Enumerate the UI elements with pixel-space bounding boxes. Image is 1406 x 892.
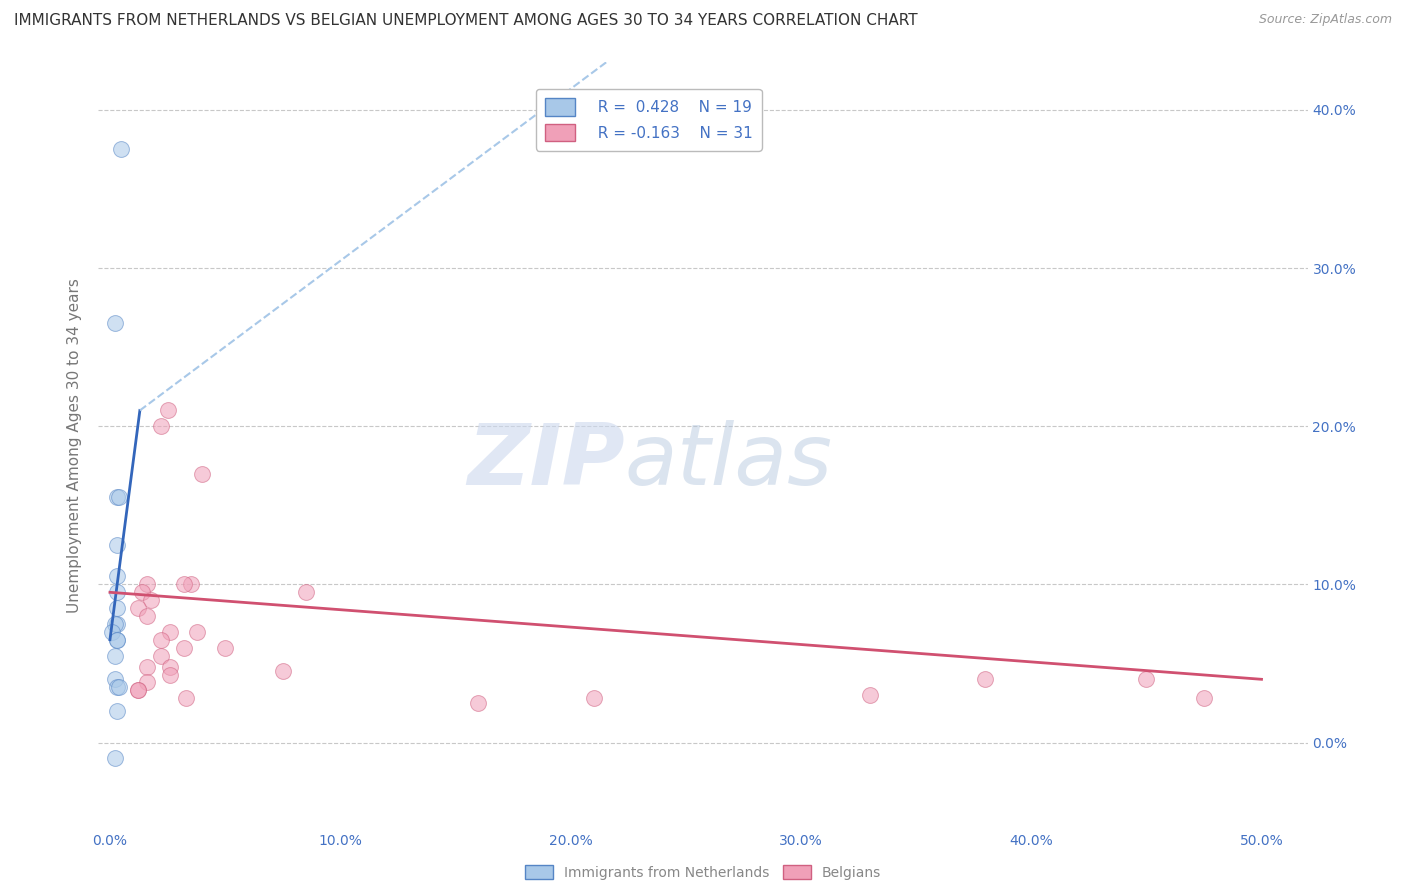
- Text: IMMIGRANTS FROM NETHERLANDS VS BELGIAN UNEMPLOYMENT AMONG AGES 30 TO 34 YEARS CO: IMMIGRANTS FROM NETHERLANDS VS BELGIAN U…: [14, 13, 918, 29]
- Point: [105, 616, 128, 631]
- Y-axis label: Unemployment Among Ages 30 to 34 years: Unemployment Among Ages 30 to 34 years: [67, 278, 83, 614]
- Point: [105, 491, 128, 505]
- Point: [105, 585, 128, 599]
- Point: [159, 667, 181, 681]
- Point: [1192, 691, 1215, 706]
- Point: [294, 585, 316, 599]
- Point: [173, 640, 195, 655]
- Point: [105, 632, 128, 647]
- Legend: Immigrants from Netherlands, Belgians: Immigrants from Netherlands, Belgians: [519, 859, 887, 885]
- Point: [105, 704, 128, 718]
- Point: [141, 593, 163, 607]
- Point: [131, 585, 153, 599]
- Point: [105, 538, 128, 552]
- Point: [1135, 673, 1157, 687]
- Point: [467, 696, 489, 710]
- Point: [582, 691, 605, 706]
- Point: [173, 577, 195, 591]
- Text: atlas: atlas: [624, 420, 832, 503]
- Text: Source: ZipAtlas.com: Source: ZipAtlas.com: [1258, 13, 1392, 27]
- Point: [103, 673, 125, 687]
- Point: [135, 609, 157, 624]
- Point: [105, 569, 128, 583]
- Point: [214, 640, 236, 655]
- Point: [149, 648, 172, 663]
- Point: [271, 665, 294, 679]
- Point: [180, 577, 202, 591]
- Point: [859, 688, 882, 702]
- Point: [105, 601, 128, 615]
- Point: [110, 143, 132, 157]
- Point: [159, 659, 181, 673]
- Point: [103, 616, 125, 631]
- Legend:   R =  0.428    N = 19,   R = -0.163    N = 31: R = 0.428 N = 19, R = -0.163 N = 31: [536, 89, 762, 151]
- Point: [105, 680, 128, 694]
- Point: [103, 751, 125, 765]
- Point: [127, 601, 149, 615]
- Point: [135, 659, 157, 673]
- Point: [149, 632, 172, 647]
- Point: [174, 691, 197, 706]
- Point: [191, 467, 214, 481]
- Point: [127, 683, 149, 698]
- Point: [105, 632, 128, 647]
- Point: [127, 683, 149, 698]
- Point: [156, 403, 179, 417]
- Point: [159, 624, 181, 639]
- Point: [149, 419, 172, 434]
- Point: [108, 680, 131, 694]
- Point: [108, 491, 131, 505]
- Point: [974, 673, 997, 687]
- Text: ZIP: ZIP: [467, 420, 624, 503]
- Point: [103, 317, 125, 331]
- Point: [103, 648, 125, 663]
- Point: [135, 675, 157, 690]
- Point: [101, 624, 124, 639]
- Point: [135, 577, 157, 591]
- Point: [186, 624, 208, 639]
